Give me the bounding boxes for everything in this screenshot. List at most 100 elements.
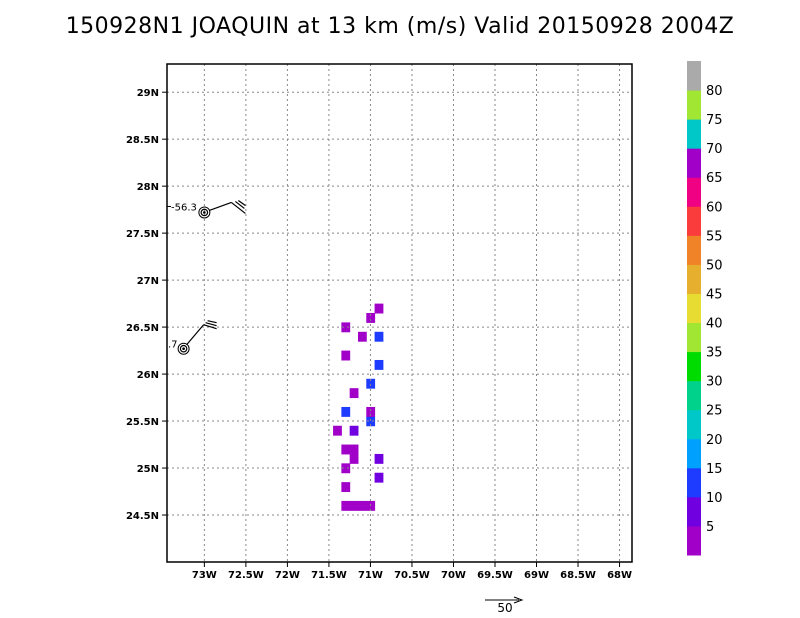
colorbar-label: 70 <box>706 142 723 157</box>
y-tick-label: 26N <box>137 370 159 381</box>
field-cell <box>349 500 359 511</box>
y-axis-ticks: 24.5N 25N 25.5N 26N 26.5N 27N 27.5N 28N 28.5N 29N <box>126 88 167 522</box>
colorbar-label: 75 <box>706 113 723 128</box>
grid-lines <box>167 64 632 562</box>
field-cell <box>366 378 376 389</box>
field-cell <box>366 406 376 417</box>
x-axis-ticks: 73W 72.5W 72W 71.5W 71W 70.5W 70W 69.5W 69W 68.5W… <box>192 562 632 581</box>
plot-frame <box>166 63 633 563</box>
reference-vector-head <box>513 596 524 604</box>
reference-vector: 50 <box>485 596 524 615</box>
chart-title: 150928N1 JOAQUIN at 13 km (m/s) Valid 20… <box>65 14 735 39</box>
colorbar-segment <box>687 467 701 498</box>
colorbar: 5 10 15 20 25 30 35 40 45 50 55 60 65 70 75 80 <box>687 61 723 556</box>
field-cell <box>374 331 384 342</box>
colorbar-label: 10 <box>706 491 723 506</box>
colorbar-segment <box>687 380 701 411</box>
wind-barb-shaft <box>209 201 232 212</box>
y-tick-label: 29N <box>137 88 159 99</box>
x-tick-label: 72.5W <box>228 570 264 581</box>
x-tick-label: 70.5W <box>394 570 430 581</box>
x-tick-label: 71.5W <box>311 570 347 581</box>
colorbar-label: 80 <box>706 84 723 99</box>
colorbar-label: 35 <box>706 346 723 361</box>
field-cell <box>374 472 384 483</box>
colorbar-label: 5 <box>706 520 714 535</box>
wind-barb-flag <box>238 199 246 206</box>
field-cell <box>374 303 384 314</box>
y-tick-label: 28N <box>137 182 159 193</box>
colorbar-label: 40 <box>706 317 723 332</box>
y-tick-label: 25.5N <box>126 417 159 428</box>
storm-symbol-center <box>182 347 185 351</box>
field-cell <box>341 463 351 474</box>
colorbar-segment <box>687 525 701 556</box>
wind-speed-field <box>333 303 384 511</box>
storm-symbol-ring <box>177 342 190 355</box>
x-tick-label: 73W <box>192 570 217 581</box>
colorbar-label: 45 <box>706 287 723 302</box>
storm-symbol-ring <box>179 344 188 353</box>
field-cell <box>341 322 351 333</box>
field-cell <box>341 350 351 361</box>
x-tick-label: 68.5W <box>560 570 596 581</box>
wind-barb-flag <box>203 324 217 330</box>
colorbar-segment <box>687 90 701 120</box>
colorbar-segment <box>687 351 701 382</box>
colorbar-label: 15 <box>706 462 723 477</box>
x-tick-label: 71W <box>358 570 383 581</box>
field-cell <box>341 500 351 511</box>
colorbar-segment <box>687 409 701 440</box>
colorbar-segment <box>687 235 701 265</box>
wind-barb-flag <box>234 200 245 209</box>
y-tick-label: 26.5N <box>126 323 159 334</box>
storm-symbol-ring <box>198 206 211 219</box>
y-tick-label: 27.5N <box>126 229 159 240</box>
wind-barbs: -56.3 .7 <box>167 199 246 355</box>
y-tick-label: 25N <box>137 464 159 475</box>
colorbar-label: 60 <box>706 200 723 215</box>
reference-vector-label: 50 <box>497 601 512 615</box>
colorbar-segment <box>687 322 701 353</box>
field-cell <box>366 416 376 427</box>
field-cell <box>341 482 351 493</box>
y-tick-label: 27N <box>137 276 159 287</box>
field-cell <box>349 444 359 455</box>
x-tick-label: 70W <box>441 570 466 581</box>
wind-barb-flag <box>205 322 217 327</box>
x-tick-label: 69.5W <box>477 570 513 581</box>
colorbar-segment <box>687 293 701 324</box>
y-tick-label: 28.5N <box>126 135 159 146</box>
storm-annotation-label: .7 <box>168 340 178 351</box>
wind-barb-flag <box>230 201 246 214</box>
colorbar-label: 30 <box>706 375 723 390</box>
colorbar-label: 20 <box>706 433 723 448</box>
wind-barb-flag <box>207 320 217 324</box>
colorbar-segment <box>687 119 701 149</box>
storm-annotation-label: -56.3 <box>171 202 197 213</box>
field-cell <box>357 331 367 342</box>
x-tick-label: 69W <box>524 570 549 581</box>
storm-symbol-ring <box>200 208 209 217</box>
colorbar-segment <box>687 206 701 236</box>
field-cell <box>349 388 359 399</box>
colorbar-segment <box>687 148 701 178</box>
colorbar-segment <box>687 177 701 207</box>
wind-barb-shaft <box>186 324 205 346</box>
storm-symbol-center <box>203 211 206 214</box>
field-cell <box>341 406 351 417</box>
colorbar-label: 55 <box>706 229 723 244</box>
colorbar-label: 50 <box>706 258 723 273</box>
x-tick-label: 72W <box>275 570 300 581</box>
field-cell <box>357 500 367 511</box>
colorbar-segment <box>687 438 701 469</box>
colorbar-segment <box>687 264 701 294</box>
field-cell <box>366 313 376 323</box>
y-tick-label: 24.5N <box>126 511 159 522</box>
colorbar-segment <box>687 496 701 527</box>
field-cell <box>349 453 359 464</box>
field-cell <box>333 425 342 436</box>
field-cell <box>341 444 351 455</box>
field-cell <box>374 359 384 370</box>
